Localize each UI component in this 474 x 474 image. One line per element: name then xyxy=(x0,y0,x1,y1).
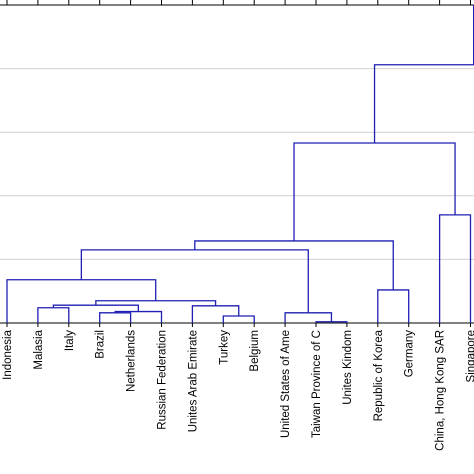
leaf-label: Turkey xyxy=(218,330,230,365)
leaf-label: Malasia xyxy=(33,329,45,369)
leaf-label: Unites Arab Emirate xyxy=(187,330,199,432)
dendrogram-link xyxy=(194,240,394,290)
dendrogram-link xyxy=(191,305,240,323)
leaf-label: Unites Kindom xyxy=(342,330,354,405)
dendrogram-link xyxy=(293,142,456,241)
leaf-label: Indonesia xyxy=(2,329,14,379)
leaf-label: Russian Federation xyxy=(157,330,169,430)
leaf-label: China, Hong Kong SAR xyxy=(435,330,447,451)
leaf-label: Singapore xyxy=(466,330,474,382)
leaf-label: Italy xyxy=(64,330,76,351)
leaf-label: Belgium xyxy=(249,330,261,372)
leaf-label: Germany xyxy=(404,330,416,378)
leaf-label: Netherlands xyxy=(126,330,138,392)
leaf-label: Brazil xyxy=(95,330,107,359)
dendrogram-link xyxy=(222,315,255,323)
dendrogram-link xyxy=(377,289,410,323)
dendrogram-link xyxy=(37,307,70,323)
leaf-label: Republic of Korea xyxy=(373,329,385,421)
leaf-label: Taiwan Province of C xyxy=(311,330,323,438)
dendrogram-link xyxy=(438,214,472,323)
dendrogram-link xyxy=(373,64,474,144)
leaf-label: United States of Ame xyxy=(280,330,292,438)
dendrogram-link xyxy=(99,312,132,323)
